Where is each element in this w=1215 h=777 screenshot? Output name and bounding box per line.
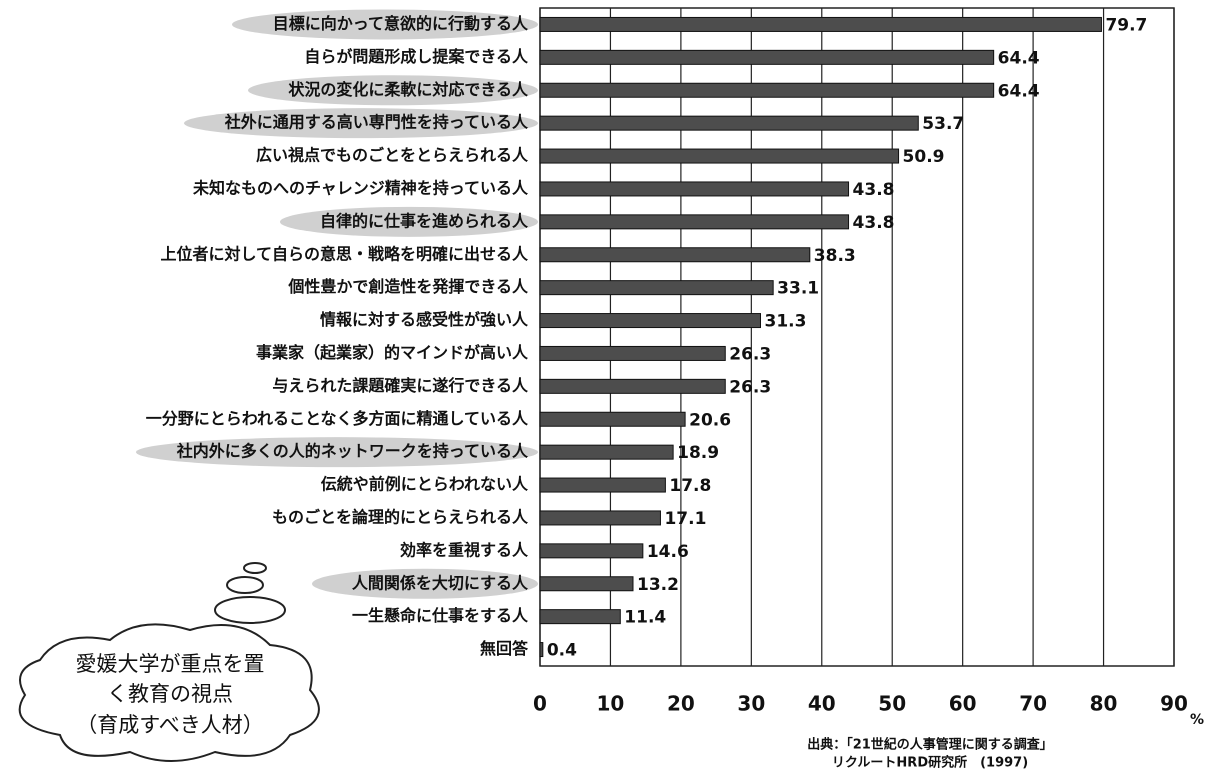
source: 出典：「21世紀の人事管理に関する調査」: [807, 737, 1053, 753]
y-tick-label: 広い視点でものごとをとらえられる人: [256, 146, 529, 165]
plot-area: [539, 7, 1175, 667]
x-tick-label: 80: [1090, 692, 1118, 716]
x-tick-label: 30: [737, 692, 765, 716]
bar: [539, 543, 644, 559]
x-unit: %: [1190, 712, 1204, 728]
value-label: 13.2: [637, 575, 679, 595]
bar: [539, 411, 686, 427]
y-tick-label: 社外に通用する高い専門性を持っている人: [224, 113, 529, 132]
highlight: [232, 9, 538, 40]
bar: [539, 82, 995, 98]
bar: [539, 378, 726, 394]
bar: [539, 510, 661, 526]
y-tick-label: 自らが問題形成し提案できる人: [304, 47, 529, 66]
value-label: 26.3: [729, 377, 771, 397]
y-tick-label: 与えられた課題確実に遂行できる人: [272, 376, 529, 395]
x-tick-label: 60: [949, 692, 977, 716]
bar: [539, 609, 621, 625]
value-label: 18.9: [677, 443, 719, 463]
bar: [539, 642, 544, 658]
y-tick-label: 一分野にとらわれることなく多方面に精通している人: [146, 409, 529, 428]
y-tick-label: 効率を重視する人: [400, 540, 529, 559]
y-tick-label: 一生懸命に仕事をする人: [352, 606, 529, 625]
value-label: 53.7: [922, 114, 964, 134]
value-label: 17.1: [664, 509, 706, 529]
bar: [539, 576, 634, 592]
value-label: 79.7: [1105, 15, 1147, 35]
x-tick-label: 90: [1160, 692, 1188, 716]
x-tick-label: 50: [878, 692, 906, 716]
y-tick-label: 無回答: [480, 639, 529, 658]
y-tick-label: 未知なものへのチャレンジ精神を持っている人: [192, 178, 529, 197]
annotation: く教育の視点: [107, 682, 233, 706]
y-tick-label: 目標に向かって意欲的に行動する人: [273, 14, 529, 33]
y-tick-label: 人間関係を大切にする人: [352, 573, 529, 592]
y-tick-label: 自律的に仕事を進められる人: [320, 211, 529, 230]
value-label: 11.4: [624, 608, 666, 628]
value-label: 64.4: [998, 81, 1040, 101]
x-tick-label: 70: [1019, 692, 1047, 716]
highlight: [184, 108, 538, 139]
bar: [539, 16, 1102, 32]
cloud: [18, 562, 320, 762]
bar: [539, 444, 674, 460]
value-label: 17.8: [669, 476, 711, 496]
value-label: 33.1: [777, 279, 819, 299]
y-tick-label: 伝統や前例にとらわれない人: [321, 475, 529, 494]
y-tick-label: 状況の変化に柔軟に対応できる人: [288, 80, 529, 99]
y-tick-label: 事業家（起業家）的マインドが高い人: [256, 343, 529, 362]
bar: [539, 49, 995, 65]
bar: [539, 115, 919, 131]
bar: [539, 214, 850, 230]
value-label: 31.3: [764, 312, 806, 332]
value-label: 0.4: [547, 641, 577, 661]
annotation: （育成すべき人材）: [76, 713, 264, 737]
highlight: [280, 206, 538, 237]
y-tick-label: ものごとを論理的にとらえられる人: [272, 507, 529, 526]
value-label: 26.3: [729, 344, 771, 364]
bar: [539, 313, 761, 329]
bar: [539, 148, 900, 164]
value-label: 64.4: [998, 48, 1040, 68]
x-tick-label: 40: [808, 692, 836, 716]
bar: [539, 280, 774, 296]
value-label: 20.6: [689, 410, 731, 430]
x-tick-label: 10: [597, 692, 625, 716]
bar: [539, 181, 850, 197]
highlight: [136, 437, 538, 468]
y-tick-label: 情報に対する感受性が強い人: [320, 310, 529, 329]
y-tick-label: 個性豊かで創造性を発揮できる人: [287, 277, 529, 296]
highlight: [248, 75, 538, 106]
annotation: 愛媛大学が重点を置: [76, 652, 265, 676]
x-tick-label: 0: [533, 692, 547, 716]
highlight: [312, 568, 538, 599]
value-label: 43.8: [853, 213, 895, 233]
value-label: 38.3: [814, 246, 856, 266]
bar: [539, 477, 666, 493]
y-tick-label: 上位者に対して自らの意思・戦略を明確に出せる人: [160, 244, 529, 263]
value-label: 43.8: [853, 180, 895, 200]
value-label: 14.6: [647, 542, 689, 562]
bar: [539, 247, 811, 263]
value-label: 50.9: [903, 147, 945, 167]
y-tick-label: 社内外に多くの人的ネットワークを持っている人: [176, 442, 529, 461]
bar: [539, 345, 726, 361]
x-tick-label: 20: [667, 692, 695, 716]
source: リクルートHRD研究所 (1997): [832, 755, 1028, 771]
